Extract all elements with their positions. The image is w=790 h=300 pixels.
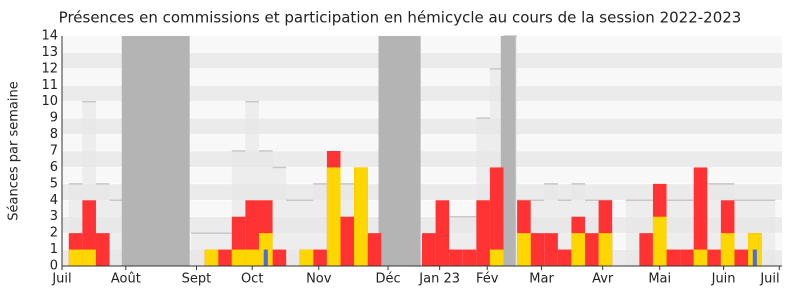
x-tick-label: Nov [306, 272, 332, 287]
bar [517, 233, 531, 266]
background-band [62, 52, 782, 69]
bar [585, 233, 599, 266]
y-tick-label: 5 [50, 176, 58, 191]
bar [666, 249, 681, 266]
y-tick-label: 2 [50, 226, 58, 241]
y-tick-label: 6 [50, 160, 58, 175]
background-band [62, 118, 782, 135]
holiday-band [121, 36, 190, 266]
chart-title: Présences en commissions et participatio… [59, 9, 742, 27]
y-tick-label: 9 [50, 111, 58, 126]
y-axis-label: Séances par semaine [7, 81, 22, 220]
bar [752, 249, 757, 266]
bar [557, 249, 572, 266]
bar [544, 233, 558, 266]
x-tick-label: Fév [476, 272, 499, 287]
bar [340, 216, 355, 266]
bar [571, 233, 586, 266]
bar [231, 249, 246, 266]
bar [354, 167, 368, 266]
y-tick-label: 3 [50, 209, 58, 224]
bar [218, 249, 232, 266]
bar [734, 249, 749, 266]
bar [707, 249, 721, 266]
y-tick-label: 4 [50, 193, 58, 208]
background-band [62, 36, 782, 53]
y-tick-label: 7 [50, 144, 58, 159]
bar [598, 233, 613, 266]
background-band [62, 68, 782, 86]
holiday-band [500, 36, 516, 266]
y-tick-label: 14 [41, 29, 58, 44]
bar [68, 249, 83, 266]
bar [272, 249, 287, 266]
x-tick-label: Avr [592, 272, 614, 287]
background-band [62, 134, 782, 151]
bar [245, 249, 259, 266]
y-tick-label: 8 [50, 127, 58, 142]
bar [313, 249, 327, 266]
bar [693, 249, 708, 266]
bar [422, 233, 436, 266]
bar [367, 233, 382, 266]
y-tick-label: 13 [41, 45, 58, 60]
bar [476, 200, 490, 266]
background-band [62, 85, 782, 102]
bar [652, 216, 667, 266]
x-tick-label: Oct [241, 272, 263, 287]
reference-bar [707, 183, 721, 266]
bar [693, 167, 708, 266]
x-tick-label: Mai [648, 272, 671, 287]
bar [680, 249, 694, 266]
x-tick-label: Déc [375, 272, 400, 287]
x-tick-label: Jan 23 [418, 272, 460, 287]
bar [639, 233, 653, 266]
bar [435, 200, 450, 266]
reference-bar [286, 200, 300, 266]
y-tick-label: 10 [41, 94, 58, 109]
y-tick-label: 12 [41, 61, 58, 76]
holiday-band [378, 36, 421, 266]
bar [263, 249, 268, 266]
bar [204, 249, 219, 266]
y-tick-label: 0 [50, 259, 58, 274]
x-tick-label: Mar [529, 272, 554, 287]
reference-bar [625, 200, 640, 266]
bar [720, 233, 735, 266]
bar [95, 233, 110, 266]
bar [299, 249, 314, 266]
bar [489, 167, 504, 266]
bar [326, 167, 341, 266]
y-tick-label: 11 [41, 78, 58, 93]
reference-bar [313, 183, 327, 266]
background-band [62, 101, 782, 119]
reference-bar [272, 167, 287, 266]
x-tick-label: Juil [759, 272, 779, 287]
reference-bar [761, 200, 776, 266]
x-tick-label: Juil [51, 272, 71, 287]
bar [82, 249, 96, 266]
x-tick-label: Juin [711, 272, 736, 287]
x-tick-label: Sept [182, 272, 212, 287]
y-tick-label: 1 [50, 242, 58, 257]
bar [462, 249, 477, 266]
x-tick-label: Août [111, 272, 141, 287]
bar [449, 249, 463, 266]
reference-bar [191, 233, 205, 266]
reference-bar [109, 200, 124, 266]
bar [489, 249, 504, 266]
bar [530, 233, 545, 266]
